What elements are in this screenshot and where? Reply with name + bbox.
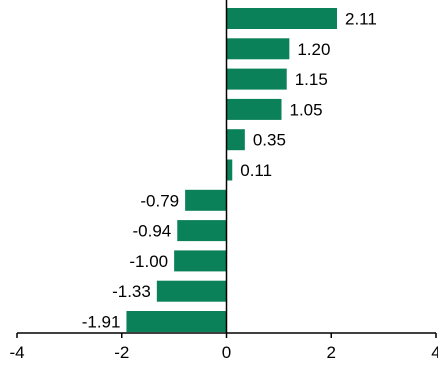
data-label: 1.20 — [297, 40, 330, 59]
bars-group — [126, 8, 338, 332]
x-tick-label: -4 — [9, 343, 24, 362]
x-tick-label: 4 — [431, 343, 438, 362]
data-label: -1.91 — [82, 313, 121, 332]
data-label: -1.00 — [129, 252, 168, 271]
bar — [156, 280, 227, 302]
bar — [226, 159, 233, 181]
bar — [226, 68, 287, 90]
axes-group — [16, 0, 437, 338]
data-label: 0.11 — [240, 161, 272, 180]
data-label: 1.05 — [289, 100, 322, 119]
data-label: 0.35 — [253, 131, 286, 150]
x-tick-label: -2 — [114, 343, 129, 362]
x-tick-labels-group: -4 -2 0 2 4 — [9, 343, 438, 362]
bar — [177, 220, 227, 242]
data-labels-group: 2.11 1.20 1.15 1.050.35 0.11 -0.79 -0.94 -1.00 -… — [82, 10, 377, 332]
bar — [226, 8, 338, 29]
data-label: 1.15 — [295, 70, 328, 89]
data-label: 2.11 — [345, 10, 377, 29]
data-label: -0.79 — [140, 191, 179, 210]
bar — [226, 98, 282, 120]
bar — [185, 189, 227, 211]
data-label: -0.94 — [133, 222, 172, 241]
x-tick-label: 2 — [327, 343, 336, 362]
x-tick-label: 0 — [222, 343, 231, 362]
data-label: -1.33 — [112, 282, 151, 301]
bar — [226, 38, 290, 60]
bar — [174, 250, 227, 272]
bar — [126, 311, 227, 332]
bar — [226, 129, 245, 151]
